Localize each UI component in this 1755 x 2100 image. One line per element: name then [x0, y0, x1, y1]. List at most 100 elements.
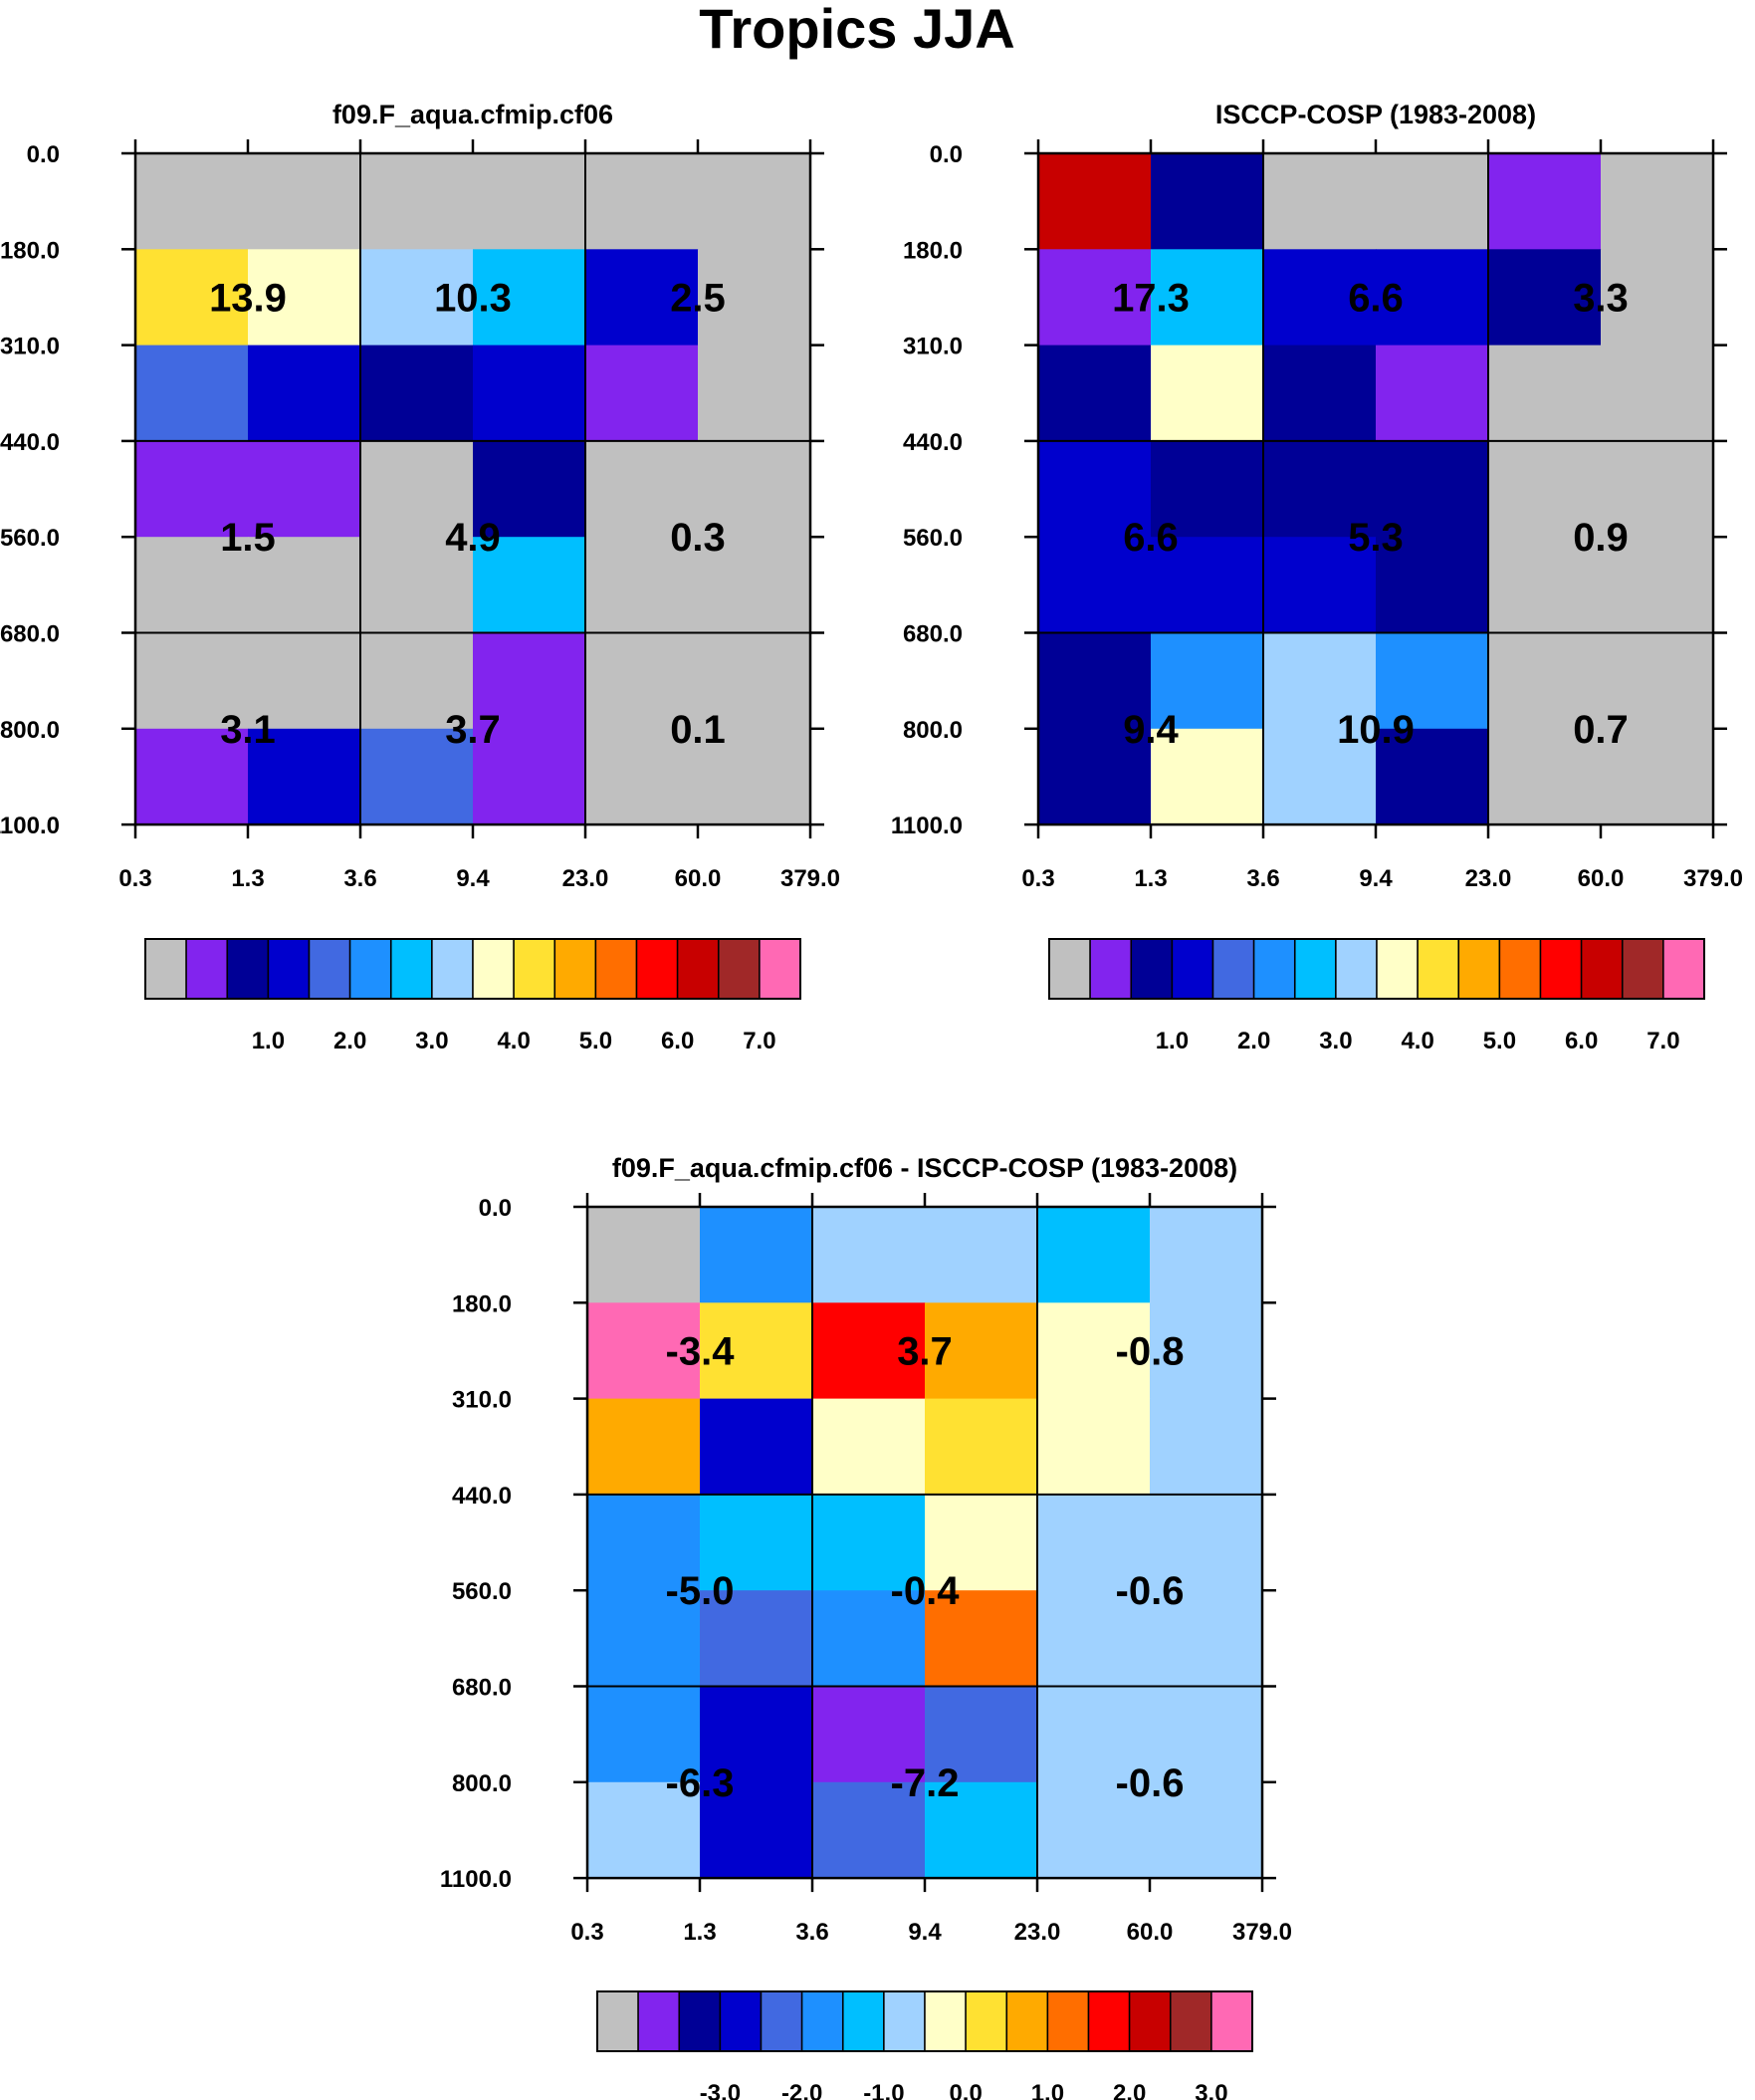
y-tick-label: 560.0 — [903, 525, 963, 552]
heatmap-cell-r0-c4 — [585, 153, 699, 250]
block-value-label: -7.2 — [891, 1761, 960, 1805]
heatmap-cell-r5-c3 — [473, 632, 586, 730]
colorbar-box — [760, 1990, 803, 2052]
y-tick-label: 800.0 — [452, 1770, 512, 1797]
heatmap-cell-r4-c3 — [1376, 537, 1489, 634]
heatmap-cell-r5-c1 — [700, 1686, 813, 1783]
colorbar-box — [883, 1990, 926, 2052]
heatmap-cell-r5-c2 — [1263, 632, 1377, 730]
colorbar-box — [513, 938, 555, 1000]
heatmap-cell-r4-c0 — [135, 537, 249, 634]
heatmap-cell-r5-c2 — [812, 1686, 926, 1783]
x-tick-label: 3.6 — [795, 1919, 828, 1946]
heatmap-cell-r3-c1 — [248, 440, 361, 538]
colorbar-box — [472, 938, 515, 1000]
heatmap-cell-r0-c5 — [1601, 153, 1714, 250]
heatmap-cell-r1-c4 — [1488, 249, 1602, 347]
heatmap-cell-r5-c5 — [698, 632, 811, 730]
block-value-label: -0.8 — [1116, 1329, 1185, 1373]
block-value-label: 0.1 — [670, 708, 726, 752]
colorbar-box — [800, 1990, 844, 2052]
x-tick-label: 379.0 — [1683, 865, 1743, 892]
heatmap-cell-r6-c3 — [925, 1781, 1038, 1879]
heatmap-cell-r2-c1 — [1151, 345, 1264, 442]
block-value-label: 3.1 — [220, 708, 276, 752]
heatmap-cell-r2-c1 — [248, 345, 361, 442]
colorbar-box — [1335, 938, 1378, 1000]
y-tick-label: 180.0 — [0, 237, 60, 264]
x-tick-label: 1.3 — [683, 1919, 716, 1946]
colorbar-label: -2.0 — [781, 2080, 822, 2100]
y-tick-label: 560.0 — [452, 1578, 512, 1605]
colorbar-box — [1170, 1990, 1212, 2052]
block-value-label: 3.7 — [445, 708, 501, 752]
colorbar-label: 5.0 — [579, 1028, 612, 1054]
colorbar-box — [594, 938, 638, 1000]
colorbar-box — [1539, 938, 1583, 1000]
heatmap-cell-r2-c2 — [812, 1398, 926, 1496]
heatmap-cell-r6-c5 — [1601, 728, 1714, 825]
heatmap-cell-r0-c5 — [698, 153, 811, 250]
heatmap-cell-r6-c0 — [1038, 728, 1152, 825]
heatmap-cell-r6-c5 — [698, 728, 811, 825]
heatmap-cell-r1-c4 — [585, 249, 699, 347]
heatmap-cell-r4-c2 — [812, 1590, 926, 1688]
block-value-label: 6.6 — [1348, 276, 1404, 320]
x-tick-label: 1.3 — [1134, 865, 1167, 892]
heatmap-cell-r2-c2 — [360, 345, 474, 442]
colorbar-box — [390, 938, 433, 1000]
colorbar-box — [842, 1990, 885, 2052]
heatmap-cell-r6-c1 — [700, 1781, 813, 1879]
colorbar-box — [144, 938, 187, 1000]
colorbar-box — [924, 1990, 967, 2052]
heatmap-cell-r1-c0 — [1038, 249, 1152, 347]
heatmap-cell-r6-c3 — [1376, 728, 1489, 825]
y-tick-label: 1100.0 — [0, 813, 60, 839]
heatmap-cell-r5-c0 — [587, 1686, 701, 1783]
heatmap-cell-r4-c4 — [1037, 1590, 1151, 1688]
heatmap-cell-r4-c1 — [1151, 537, 1264, 634]
colorbar-box — [1376, 938, 1419, 1000]
colorbar-label: 1.0 — [252, 1028, 285, 1054]
heatmap-cell-r5-c1 — [1151, 632, 1264, 730]
x-tick-label: 60.0 — [1578, 865, 1625, 892]
x-tick-label: 0.3 — [1021, 865, 1054, 892]
colorbar-label: 1.0 — [1031, 2080, 1064, 2100]
y-tick-label: 0.0 — [27, 141, 60, 168]
x-tick-label: 60.0 — [1127, 1919, 1174, 1946]
block-value-label: 1.5 — [220, 516, 276, 560]
heatmap-cell-r2-c5 — [698, 345, 811, 442]
block-value-label: -0.6 — [1116, 1569, 1185, 1613]
block-value-label: 17.3 — [1112, 276, 1190, 320]
heatmap-cell-r1-c2 — [1263, 249, 1377, 347]
block-value-label: -6.3 — [666, 1761, 735, 1805]
y-tick-label: 1100.0 — [440, 1866, 512, 1893]
heatmap-cell-r3-c3 — [925, 1494, 1038, 1591]
y-tick-label: 440.0 — [903, 429, 963, 456]
colorbar-box — [553, 938, 597, 1000]
colorbar-box — [759, 938, 801, 1000]
y-tick-label: 800.0 — [903, 717, 963, 744]
colorbar-box — [635, 938, 679, 1000]
block-value-label: 0.3 — [670, 516, 726, 560]
heatmap-cell-r4-c5 — [1601, 537, 1714, 634]
colorbar-frame — [1048, 938, 1705, 1000]
heatmap-cell-r0-c2 — [812, 1207, 926, 1303]
block-value-label: 2.5 — [670, 276, 726, 320]
heatmap-cell-r4-c3 — [925, 1590, 1038, 1688]
heatmap-cell-r1-c0 — [587, 1302, 701, 1400]
heatmap-cell-r2-c0 — [587, 1398, 701, 1496]
x-tick-label: 23.0 — [1465, 865, 1512, 892]
heatmap-cell-r0-c3 — [1376, 153, 1489, 250]
heatmap-cell-r6-c3 — [473, 728, 586, 825]
panel-title: f09.F_aqua.cfmip.cf06 — [332, 100, 613, 129]
x-tick-label: 9.4 — [1359, 865, 1393, 892]
x-tick-label: 9.4 — [908, 1919, 942, 1946]
heatmap-cell-r1-c2 — [812, 1302, 926, 1400]
colorbar-box — [1662, 938, 1705, 1000]
y-tick-label: 440.0 — [0, 429, 60, 456]
colorbar-box — [308, 938, 351, 1000]
y-tick-label: 180.0 — [452, 1290, 512, 1317]
colorbar-box — [1089, 938, 1132, 1000]
heatmap-cell-r3-c5 — [1150, 1494, 1263, 1591]
